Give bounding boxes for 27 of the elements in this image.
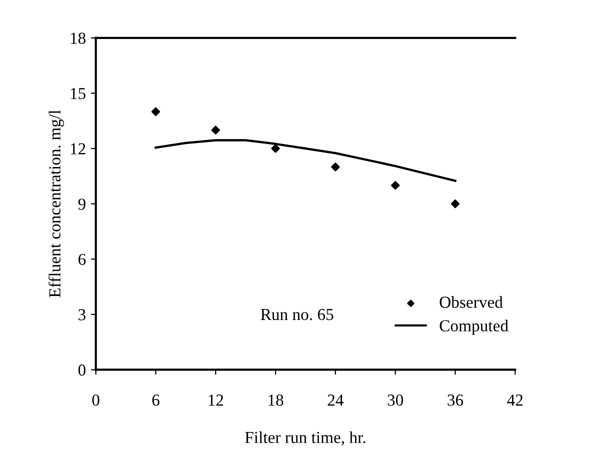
x-tick-label: 6: [152, 394, 160, 406]
y-axis-title: Effluent concentration. mg/l: [48, 110, 64, 298]
x-tick-label: 42: [507, 394, 523, 406]
x-tick-label: 30: [388, 394, 404, 406]
y-tick-label: 12: [70, 143, 86, 154]
point: [211, 126, 220, 134]
x-tick-label: 18: [268, 394, 284, 406]
point: [450, 199, 460, 208]
point: [331, 162, 340, 172]
x-tick-label: 12: [208, 394, 224, 406]
y-tick-label: 18: [70, 32, 86, 44]
y-tick-label: 9: [78, 198, 86, 210]
y-tick-label: 15: [70, 88, 86, 100]
annotation: Run no. 65: [260, 308, 334, 320]
x-tick-label: 24: [328, 394, 344, 406]
x-axis-title: Filter run time, hr.: [245, 431, 366, 446]
x-tick-label: 36: [448, 394, 464, 406]
point: [390, 181, 400, 190]
legend-label: Computed: [440, 320, 508, 335]
line-series: [154, 139, 456, 182]
x-tick-label: 0: [92, 394, 100, 406]
legend-label: Observed: [440, 296, 503, 308]
point: [271, 144, 280, 153]
y-tick-label: 6: [78, 254, 86, 266]
point: [151, 107, 160, 116]
y-tick-label: 0: [78, 364, 86, 376]
y-tick-label: 3: [78, 309, 86, 320]
